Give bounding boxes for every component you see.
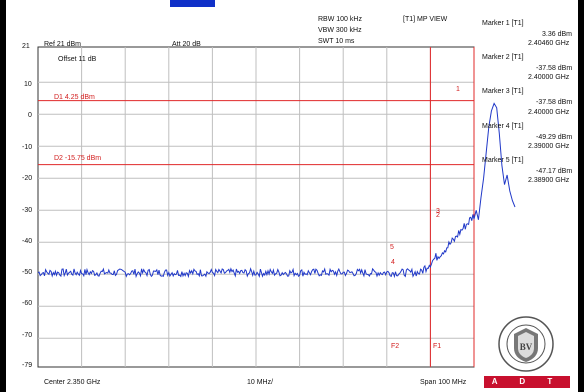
marker-1-level: 3.36 dBm bbox=[542, 31, 572, 38]
span-label: Span 100 MHz bbox=[420, 379, 467, 386]
y-axis-bottom-label: -79 bbox=[22, 362, 33, 369]
marker-4-title: Marker 4 [T1] bbox=[482, 123, 524, 130]
marker-2-frequency: 2.40000 GHz bbox=[528, 74, 570, 81]
swt-label: SWT 10 ms bbox=[318, 38, 355, 45]
offset-label: Offset 11 dB bbox=[58, 56, 97, 63]
marker-5-level: -47.17 dBm bbox=[536, 168, 573, 175]
y-tick-label: -50 bbox=[22, 269, 33, 276]
attenuation-label: Att 20 dB bbox=[172, 41, 201, 48]
center-frequency-label: Center 2.350 GHz bbox=[44, 379, 101, 386]
marker-4-level: -49.29 dBm bbox=[536, 134, 573, 141]
freq-line-f1-label: F1 bbox=[433, 343, 442, 350]
marker-3-level: -37.58 dBm bbox=[536, 99, 573, 106]
rbw-label: RBW 100 kHz bbox=[318, 16, 362, 23]
y-tick-label: -60 bbox=[22, 300, 33, 307]
trace-mode-label: [T1] MP VIEW bbox=[403, 16, 448, 23]
right-border bbox=[578, 0, 584, 392]
marker-1-label: 1 bbox=[456, 86, 460, 93]
span-per-division-label: 10 MHz/ bbox=[247, 379, 274, 386]
marker-3-frequency: 2.40000 GHz bbox=[528, 109, 570, 116]
y-tick-label: 0 bbox=[28, 112, 32, 119]
bureau-veritas-seal-logo: BV bbox=[498, 316, 554, 372]
adt-brand-bar: A D T bbox=[484, 376, 570, 388]
marker-3-title: Marker 3 [T1] bbox=[482, 88, 524, 95]
y-tick-label: -10 bbox=[22, 144, 33, 151]
y-axis-top-label: 21 bbox=[22, 43, 30, 50]
marker-2-label: 2 bbox=[436, 212, 440, 219]
display-line-d2-label: D2 -15.75 dBm bbox=[54, 155, 102, 162]
freq-line-f2-label: F2 bbox=[391, 343, 400, 350]
marker-4-frequency: 2.39000 GHz bbox=[528, 143, 570, 150]
marker-1-title: Marker 1 [T1] bbox=[482, 20, 524, 27]
left-border bbox=[0, 0, 6, 392]
y-tick-label: 10 bbox=[24, 81, 32, 88]
marker-1-frequency: 2.40460 GHz bbox=[528, 40, 570, 47]
y-tick-label: -30 bbox=[22, 207, 33, 214]
marker-5-label: 5 bbox=[390, 244, 394, 251]
marker-5-title: Marker 5 [T1] bbox=[482, 157, 524, 164]
y-tick-label: -20 bbox=[22, 175, 33, 182]
spectrum-trace bbox=[37, 102, 516, 279]
svg-text:BV: BV bbox=[520, 342, 533, 352]
marker-5-frequency: 2.38900 GHz bbox=[528, 177, 570, 184]
marker-2-title: Marker 2 [T1] bbox=[482, 54, 524, 61]
marker-2-level: -37.58 dBm bbox=[536, 65, 573, 72]
marker-3-label: 3 bbox=[436, 208, 440, 215]
marker-4-label: 4 bbox=[391, 259, 395, 266]
ref-level-label: Ref 21 dBm bbox=[44, 41, 81, 48]
top-title-fragment bbox=[170, 0, 215, 7]
y-tick-label: -70 bbox=[22, 332, 33, 339]
display-line-d1-label: D1 4.25 dBm bbox=[54, 94, 95, 101]
vbw-label: VBW 300 kHz bbox=[318, 27, 362, 34]
y-tick-label: -40 bbox=[22, 238, 33, 245]
